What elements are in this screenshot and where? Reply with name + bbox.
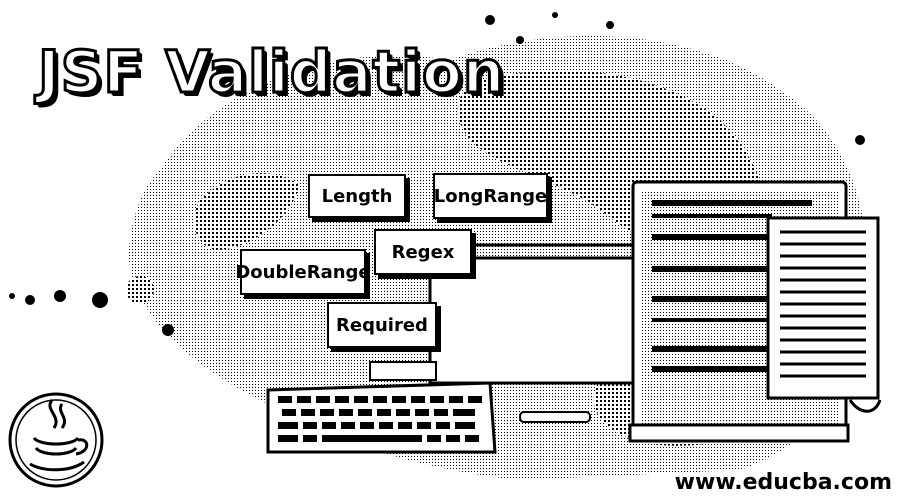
website-url: www.educba.com (674, 470, 892, 495)
keyboard-icon (266, 361, 497, 454)
java-coffee-cup-icon (8, 392, 104, 488)
validator-regex: Regex (374, 229, 472, 275)
validator-required: Required (327, 302, 437, 348)
validator-long-range: LongRange (433, 173, 548, 219)
validator-length: Length (308, 174, 406, 218)
page-title: JSF Validation (36, 37, 506, 108)
document-icon (766, 216, 882, 413)
validator-double-range: DoubleRange (235, 249, 371, 295)
